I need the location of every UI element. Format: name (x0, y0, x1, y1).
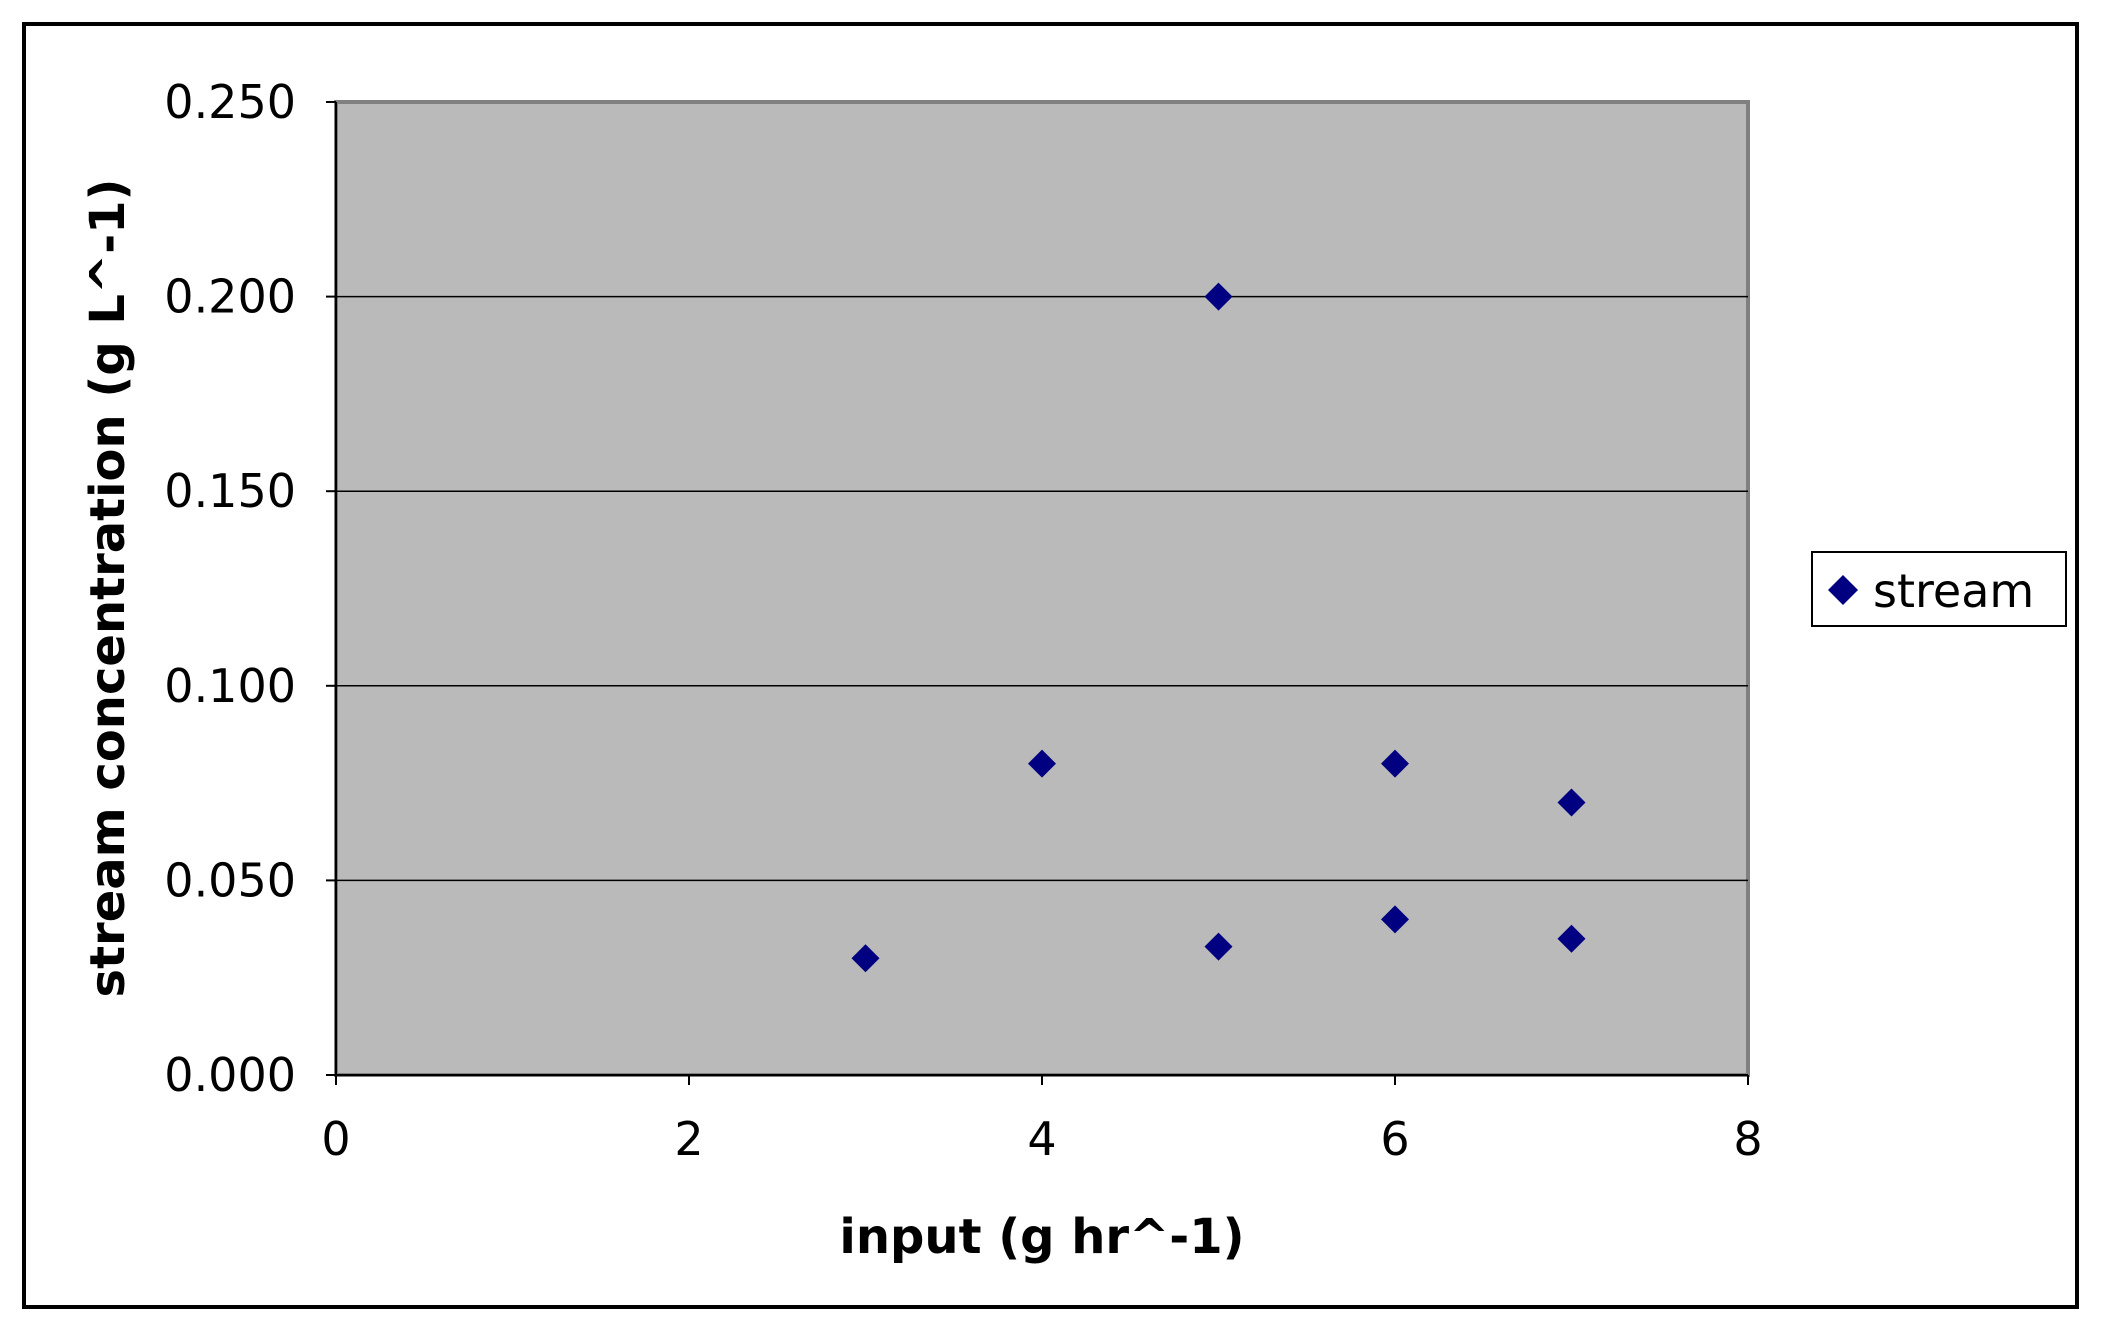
data-point (1028, 749, 1056, 778)
y-tick-label: 0.250 (164, 75, 296, 129)
data-point (851, 944, 880, 973)
legend-marker-diamond (1828, 575, 1858, 605)
x-tick-label: 6 (1380, 1112, 1409, 1166)
data-point (1557, 788, 1586, 817)
data-point (1381, 749, 1409, 778)
legend: stream (1811, 551, 2067, 627)
legend-label: stream (1873, 564, 2034, 618)
data-point (1557, 924, 1586, 953)
x-tick-label: 2 (674, 1112, 703, 1166)
y-tick-label: 0.200 (164, 270, 296, 324)
data-point (1204, 932, 1233, 961)
x-axis-ticks: 0 2 4 6 8 (321, 1075, 1763, 1166)
y-axis-title: stream concentration (g L^-1) (80, 179, 136, 998)
y-tick-label: 0.050 (164, 853, 296, 907)
data-point (1381, 905, 1409, 934)
data-point (1204, 282, 1233, 311)
y-tick-label: 0.100 (164, 659, 296, 713)
x-axis-title: input (g hr^-1) (839, 1209, 1244, 1265)
gridlines (336, 295, 1748, 882)
y-tick-label: 0.150 (164, 464, 296, 518)
x-tick-label: 8 (1733, 1112, 1762, 1166)
y-axis-ticks: 0.000 0.050 0.100 0.150 0.200 0.250 (164, 75, 336, 1102)
plot-area (334, 100, 1750, 1077)
x-tick-label: 0 (321, 1112, 350, 1166)
data-points (851, 282, 1586, 973)
y-tick-label: 0.000 (164, 1048, 296, 1102)
x-tick-label: 4 (1027, 1112, 1056, 1166)
legend-box (1811, 551, 2067, 627)
